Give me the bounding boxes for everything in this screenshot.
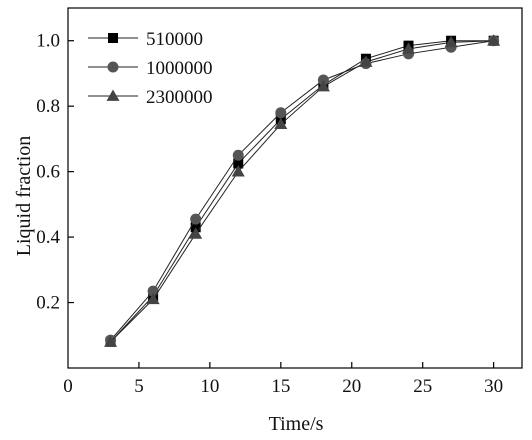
- plot-layer: 0 5 10 15 20 25 30 0.2 0.4 0.6 0.8 1.0 510000 1000000…: [36, 7, 523, 397]
- x-tick-label: 0: [63, 376, 73, 397]
- legend-label: 1000000: [146, 58, 213, 79]
- series-1-point: [190, 222, 201, 233]
- legend-marker: [108, 33, 118, 43]
- series-3-point: [487, 34, 501, 46]
- x-tick-label: 25: [413, 376, 432, 397]
- y-tick-label: 0.8: [36, 96, 60, 117]
- y-tick-label: 0.6: [36, 162, 60, 183]
- series-line-2: [110, 40, 494, 341]
- x-axis-title: Time/s: [269, 413, 324, 435]
- series-3-point: [274, 117, 288, 130]
- series-3-point: [316, 80, 330, 92]
- series-3-point: [402, 42, 415, 54]
- x-tick-label: 20: [342, 376, 361, 397]
- series-1-point: [233, 158, 244, 169]
- x-tick-label: 30: [484, 376, 503, 397]
- series-3-point: [146, 292, 160, 305]
- series-line-1: [110, 40, 494, 343]
- legend-label: 2300000: [146, 87, 213, 108]
- series-2-point: [190, 213, 202, 225]
- series-3-point: [359, 55, 373, 67]
- y-tick-label: 0.4: [36, 227, 60, 248]
- series-2-point: [232, 149, 244, 161]
- legend-marker: [107, 61, 119, 73]
- series-3-point: [231, 165, 245, 177]
- plot-frame: [67, 7, 523, 369]
- x-tick-label: 10: [200, 376, 219, 397]
- legend-marker: [106, 89, 120, 101]
- x-tick-label: 15: [271, 376, 290, 397]
- series-3-point: [189, 227, 203, 239]
- series-2-point: [275, 107, 287, 119]
- series-3-point: [104, 335, 118, 347]
- series-3-point: [444, 35, 458, 48]
- y-tick-label: 1.0: [36, 31, 60, 52]
- y-tick-label: 0.2: [36, 293, 60, 314]
- series-2-point: [147, 285, 159, 297]
- legend-label: 510000: [146, 29, 203, 50]
- series-line-3: [110, 40, 494, 343]
- y-axis-title: Liquid fraction: [13, 136, 35, 257]
- x-tick-label: 5: [134, 376, 144, 397]
- series-2-point: [317, 74, 329, 86]
